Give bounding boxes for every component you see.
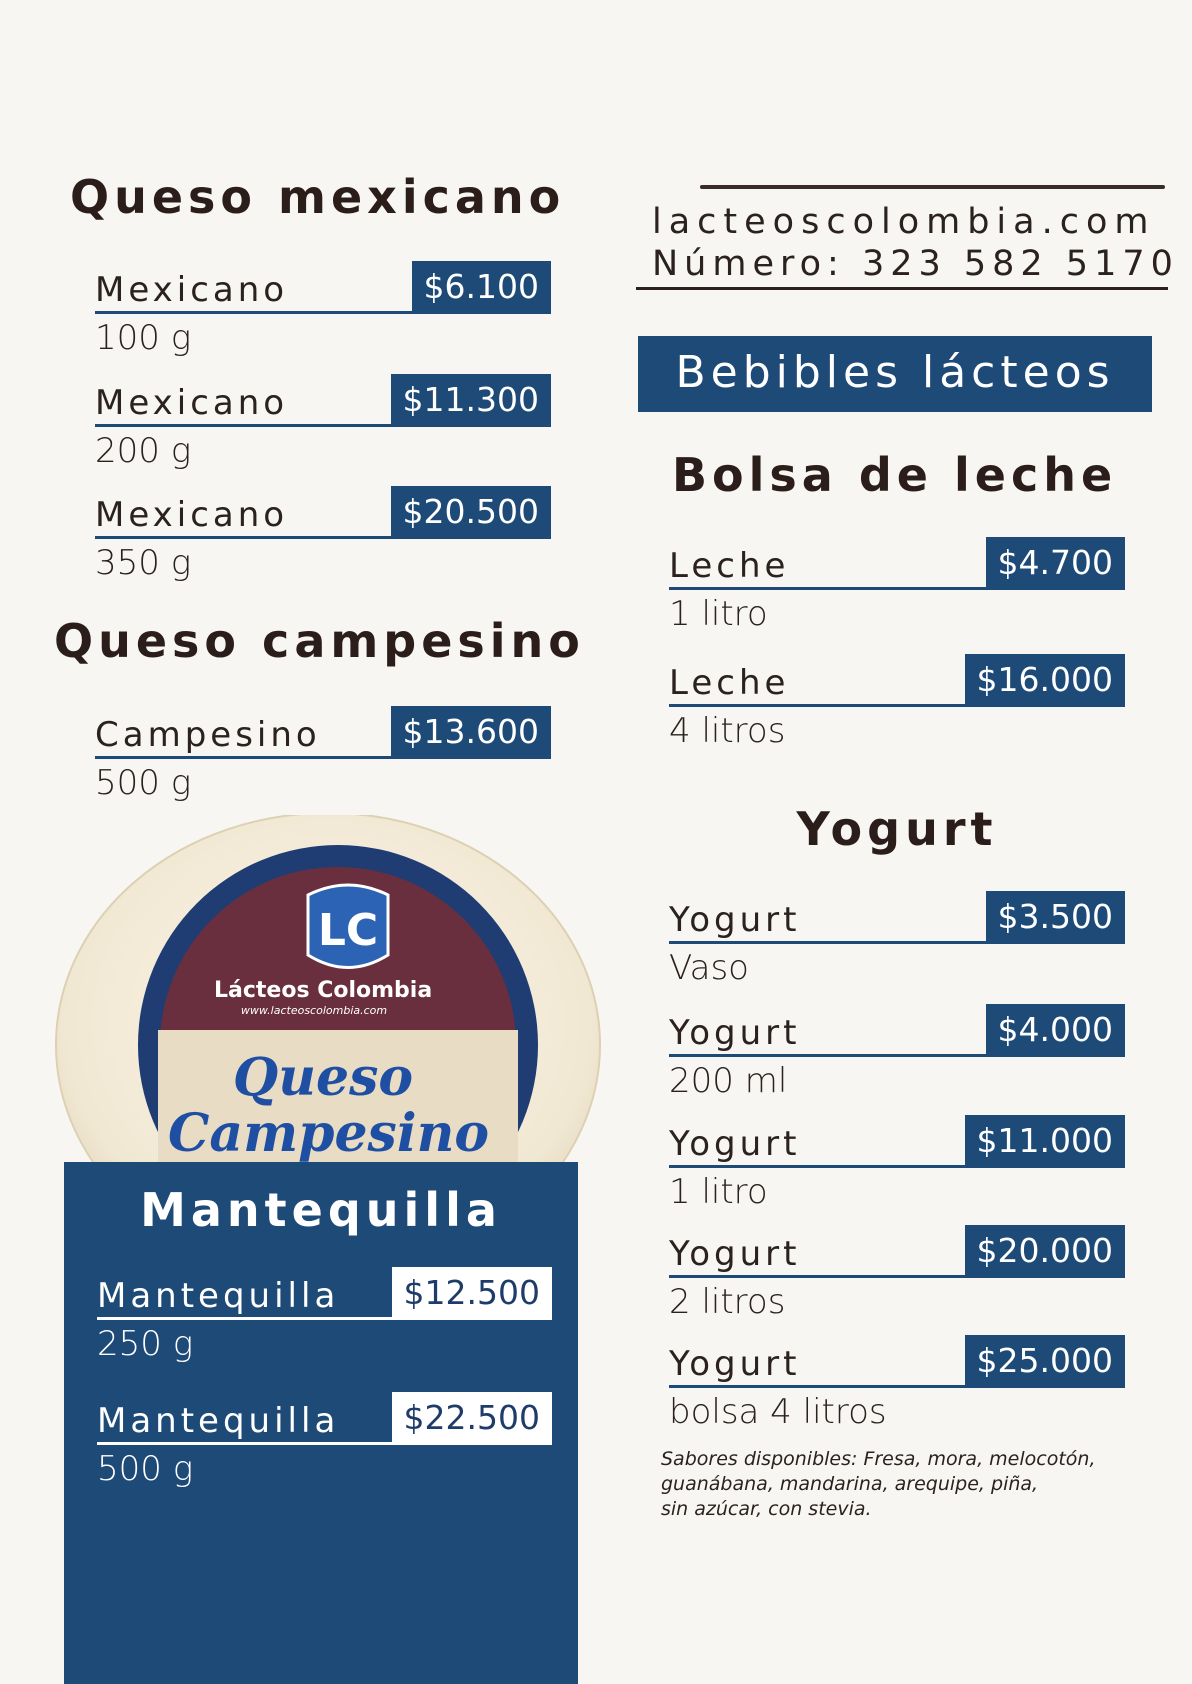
divider bbox=[669, 941, 1125, 944]
item-size: 500 g bbox=[97, 1449, 194, 1489]
mantequilla-title: Mantequilla bbox=[140, 1183, 502, 1237]
menu-item-leche-1l: Leche $4.700 1 litro bbox=[669, 534, 1125, 634]
item-size: 4 litros bbox=[669, 711, 786, 751]
divider bbox=[669, 1165, 1125, 1168]
divider bbox=[95, 756, 551, 759]
price-tag: $6.100 bbox=[411, 261, 551, 314]
item-size: 1 litro bbox=[669, 594, 768, 634]
price-tag: $16.000 bbox=[964, 654, 1125, 707]
label-brand: Lácteos Colombia bbox=[214, 978, 433, 1003]
bolsa-leche-title: Bolsa de leche bbox=[672, 448, 1118, 502]
item-name: Leche bbox=[669, 663, 790, 703]
divider bbox=[669, 587, 1125, 590]
price-tag: $25.000 bbox=[964, 1335, 1125, 1388]
label-website: www.lacteoscolombia.com bbox=[240, 1004, 388, 1017]
divider bbox=[95, 424, 551, 427]
item-size: 250 g bbox=[97, 1324, 194, 1364]
price-tag: $3.500 bbox=[985, 891, 1125, 944]
item-size: 200 g bbox=[95, 431, 192, 471]
label-product-name: Queso Campesino bbox=[168, 1047, 490, 1164]
menu-item-yogurt-200ml: Yogurt $4.000 200 ml bbox=[669, 1001, 1125, 1101]
queso-campesino-product-image: LC bbox=[55, 815, 601, 1255]
item-size: bolsa 4 litros bbox=[669, 1392, 887, 1432]
flavors-note: Sabores disponibles: Fresa, mora, meloco… bbox=[661, 1447, 1161, 1522]
item-size: 350 g bbox=[95, 543, 192, 583]
item-size: 1 litro bbox=[669, 1172, 768, 1212]
divider bbox=[669, 1385, 1125, 1388]
menu-item-mantequilla-500: Mantequilla $22.500 500 g bbox=[97, 1389, 552, 1489]
divider bbox=[669, 1054, 1125, 1057]
item-name: Yogurt bbox=[669, 1344, 801, 1384]
menu-item-mantequilla-250: Mantequilla $12.500 250 g bbox=[97, 1264, 552, 1364]
item-name: Mexicano bbox=[95, 270, 289, 310]
item-size: 100 g bbox=[95, 318, 192, 358]
price-tag: $4.700 bbox=[985, 537, 1125, 590]
price-tag: $13.600 bbox=[390, 706, 551, 759]
flavors-line-2: guanábana, mandarina, arequipe, piña, bbox=[661, 1473, 1039, 1495]
divider bbox=[95, 311, 551, 314]
top-brush-line bbox=[700, 185, 1165, 189]
divider bbox=[669, 704, 1125, 707]
item-name: Mantequilla bbox=[97, 1401, 340, 1441]
menu-item-yogurt-vaso: Yogurt $3.500 Vaso bbox=[669, 888, 1125, 988]
menu-item-yogurt-bolsa-4l: Yogurt $25.000 bolsa 4 litros bbox=[669, 1332, 1125, 1432]
flavors-line-3: sin azúcar, con stevia. bbox=[661, 1498, 872, 1520]
item-name: Yogurt bbox=[669, 1124, 801, 1164]
divider bbox=[95, 536, 551, 539]
divider bbox=[669, 1275, 1125, 1278]
bebibles-banner bbox=[638, 336, 1152, 412]
item-size: 2 litros bbox=[669, 1282, 786, 1322]
item-name: Mexicano bbox=[95, 383, 289, 423]
queso-mexicano-title: Queso mexicano bbox=[70, 170, 566, 224]
menu-item-mexicano-200: Mexicano $11.300 200 g bbox=[95, 371, 551, 471]
menu-item-mexicano-350: Mexicano $20.500 350 g bbox=[95, 483, 551, 583]
item-name: Yogurt bbox=[669, 1234, 801, 1274]
menu-item-yogurt-1l: Yogurt $11.000 1 litro bbox=[669, 1112, 1125, 1212]
item-name: Campesino bbox=[95, 715, 321, 755]
menu-item-yogurt-2l: Yogurt $20.000 2 litros bbox=[669, 1222, 1125, 1322]
item-size: 500 g bbox=[95, 763, 192, 803]
contact-phone: Número: 323 582 5170 bbox=[652, 244, 1179, 284]
item-name: Yogurt bbox=[669, 900, 801, 940]
price-tag: $22.500 bbox=[391, 1392, 552, 1445]
price-tag: $20.500 bbox=[390, 486, 551, 539]
item-size: Vaso bbox=[669, 948, 749, 988]
contact-divider bbox=[636, 287, 1168, 290]
price-tag: $20.000 bbox=[964, 1225, 1125, 1278]
yogurt-title: Yogurt bbox=[796, 802, 998, 856]
item-name: Yogurt bbox=[669, 1013, 801, 1053]
item-size: 200 ml bbox=[669, 1061, 788, 1101]
flavors-line-1: Sabores disponibles: Fresa, mora, meloco… bbox=[661, 1448, 1096, 1470]
price-tag: $11.000 bbox=[964, 1115, 1125, 1168]
queso-campesino-title: Queso campesino bbox=[54, 614, 585, 668]
divider bbox=[97, 1442, 552, 1445]
price-tag: $12.500 bbox=[391, 1267, 552, 1320]
svg-text:LC: LC bbox=[318, 905, 378, 956]
menu-item-campesino-500: Campesino $13.600 500 g bbox=[95, 703, 551, 803]
menu-item-mexicano-100: Mexicano $6.100 100 g bbox=[95, 258, 551, 358]
price-tag: $4.000 bbox=[985, 1004, 1125, 1057]
item-name: Mantequilla bbox=[97, 1276, 340, 1316]
contact-website: lacteoscolombia.com bbox=[652, 202, 1156, 242]
divider bbox=[97, 1317, 552, 1320]
price-tag: $11.300 bbox=[390, 374, 551, 427]
item-name: Leche bbox=[669, 546, 790, 586]
bebibles-banner-label: Bebibles lácteos bbox=[675, 347, 1115, 398]
menu-item-leche-4l: Leche $16.000 4 litros bbox=[669, 651, 1125, 751]
item-name: Mexicano bbox=[95, 495, 289, 535]
